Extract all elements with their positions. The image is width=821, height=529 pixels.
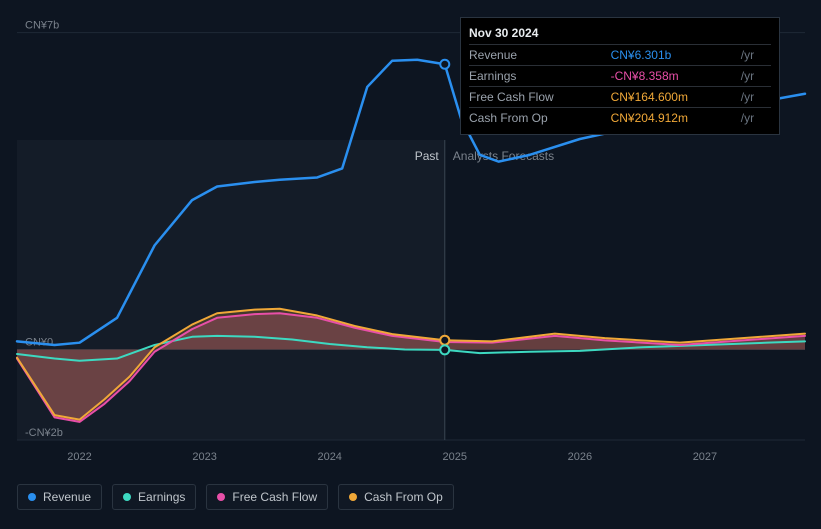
x-axis-label: 2024 [317, 451, 341, 463]
tooltip-metric-label: Free Cash Flow [469, 87, 611, 108]
tooltip-row: RevenueCN¥6.301b/yr [469, 45, 771, 66]
past-label: Past [415, 149, 440, 163]
tooltip-metric-unit: /yr [741, 45, 771, 66]
legend-dot-icon [349, 493, 357, 501]
legend-dot-icon [28, 493, 36, 501]
x-axis-label: 2027 [693, 451, 717, 463]
tooltip-metric-label: Revenue [469, 45, 611, 66]
tooltip-row: Cash From OpCN¥204.912m/yr [469, 108, 771, 129]
x-axis-label: 2022 [67, 451, 91, 463]
tooltip-metric-value: CN¥164.600m [611, 87, 741, 108]
tooltip-metric-unit: /yr [741, 66, 771, 87]
legend-item-earnings[interactable]: Earnings [112, 484, 196, 510]
hover-marker [440, 336, 449, 345]
legend-item-cfo[interactable]: Cash From Op [338, 484, 454, 510]
tooltip-metric-label: Cash From Op [469, 108, 611, 129]
y-axis-label: CN¥7b [25, 20, 59, 32]
tooltip-table: RevenueCN¥6.301b/yrEarnings-CN¥8.358m/yr… [469, 44, 771, 128]
legend-dot-icon [217, 493, 225, 501]
chart-tooltip: Nov 30 2024 RevenueCN¥6.301b/yrEarnings-… [460, 17, 780, 135]
hover-marker [440, 60, 449, 69]
tooltip-date: Nov 30 2024 [469, 24, 771, 44]
tooltip-metric-value: CN¥6.301b [611, 45, 741, 66]
legend-item-label: Revenue [43, 490, 91, 504]
tooltip-row: Earnings-CN¥8.358m/yr [469, 66, 771, 87]
x-axis-label: 2025 [443, 451, 467, 463]
tooltip-metric-label: Earnings [469, 66, 611, 87]
x-axis-label: 2026 [568, 451, 592, 463]
legend-item-label: Free Cash Flow [232, 490, 317, 504]
tooltip-row: Free Cash FlowCN¥164.600m/yr [469, 87, 771, 108]
chart-legend: Revenue Earnings Free Cash Flow Cash From O… [17, 484, 454, 510]
tooltip-metric-value: -CN¥8.358m [611, 66, 741, 87]
legend-item-revenue[interactable]: Revenue [17, 484, 102, 510]
legend-item-label: Cash From Op [364, 490, 443, 504]
legend-item-fcf[interactable]: Free Cash Flow [206, 484, 328, 510]
tooltip-metric-unit: /yr [741, 87, 771, 108]
tooltip-metric-unit: /yr [741, 108, 771, 129]
legend-item-label: Earnings [138, 490, 185, 504]
y-axis-label: -CN¥2b [25, 427, 63, 439]
hover-marker [440, 345, 449, 354]
tooltip-metric-value: CN¥204.912m [611, 108, 741, 129]
legend-dot-icon [123, 493, 131, 501]
x-axis-label: 2023 [192, 451, 216, 463]
